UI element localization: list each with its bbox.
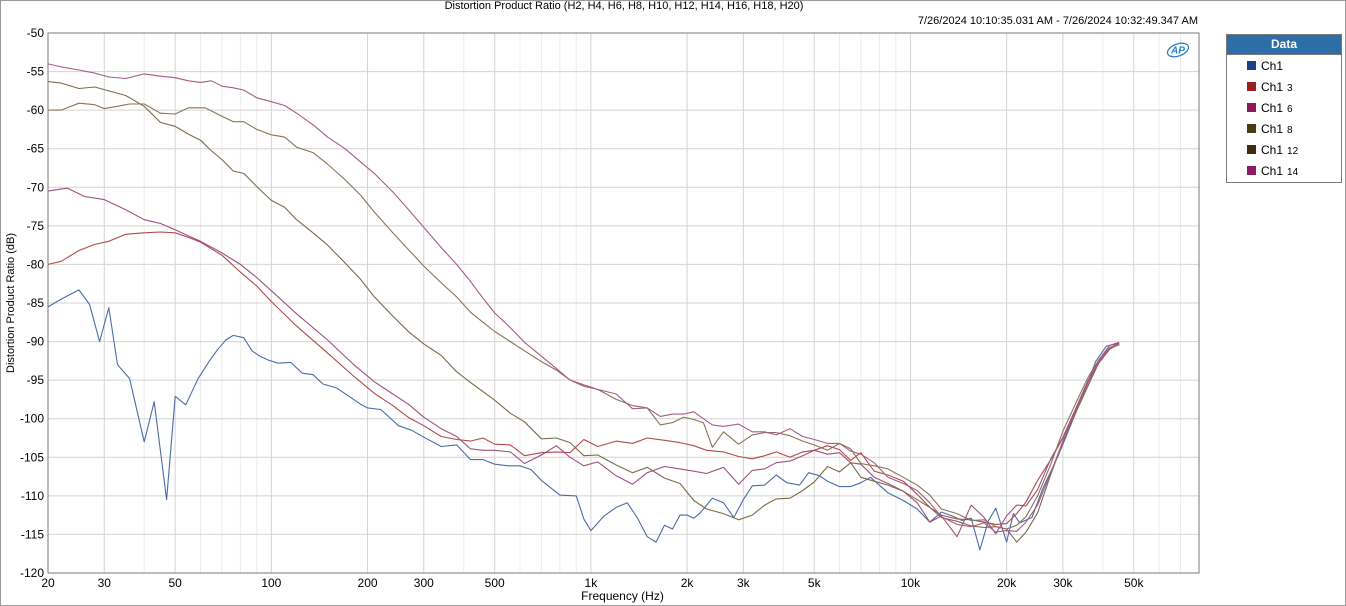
- tick-labels: 20 30 50 100 200 300 500 1k 2k 3k 5k 10k 20k 30k 50k -5…: [20, 26, 1144, 590]
- series-line-8: [47, 81, 1120, 543]
- x-tick-label: 20k: [997, 576, 1017, 590]
- legend-sublabel: 3: [1287, 83, 1293, 94]
- series-line-ch1: [47, 289, 1120, 551]
- legend-swatch: [1247, 166, 1256, 175]
- y-tick-label: -80: [27, 257, 45, 271]
- y-tick-label: -85: [27, 296, 45, 310]
- x-tick-label: 3k: [737, 576, 751, 590]
- legend-swatch: [1247, 82, 1256, 91]
- legend-item[interactable]: Ch1 8: [1227, 118, 1341, 139]
- legend-item[interactable]: Ch1: [1227, 55, 1341, 76]
- x-tick-label: 200: [358, 576, 378, 590]
- y-tick-label: -65: [27, 142, 45, 156]
- chart-title: Distortion Product Ratio (H2, H4, H6, H8…: [444, 0, 804, 12]
- legend-list: Ch1 Ch1 3 Ch1 6 Ch1 8 Ch1 12 Ch1 14: [1227, 55, 1341, 181]
- legend-item[interactable]: Ch1 6: [1227, 97, 1341, 118]
- series-line-6: [47, 187, 1120, 538]
- x-tick-label: 50: [168, 576, 182, 590]
- legend-label: Ch1: [1261, 142, 1284, 157]
- y-tick-label: -90: [27, 335, 45, 349]
- legend-swatch: [1247, 103, 1256, 112]
- series-line-3: [47, 231, 1120, 525]
- legend-item[interactable]: Ch1 12: [1227, 139, 1341, 160]
- timestamp: 7/26/2024 10:10:35.031 AM - 7/26/2024 10…: [917, 15, 1198, 27]
- y-tick-label: -120: [20, 566, 44, 580]
- legend-swatch: [1247, 124, 1256, 133]
- grid: [47, 32, 1200, 574]
- legend-label: Ch1: [1261, 163, 1284, 178]
- x-tick-label: 50k: [1124, 576, 1144, 590]
- y-tick-label: -60: [27, 103, 45, 117]
- legend-panel: Data Ch1 Ch1 3 Ch1 6 Ch1 8 Ch1 12 Ch1 14: [1226, 34, 1342, 183]
- x-tick-label: 10k: [901, 576, 921, 590]
- ap-logo-text: AP: [1170, 46, 1185, 57]
- series-group: [47, 63, 1120, 551]
- x-tick-label: 500: [485, 576, 505, 590]
- legend-item[interactable]: Ch1 3: [1227, 76, 1341, 97]
- x-tick-label: 20: [41, 576, 55, 590]
- y-tick-label: -55: [27, 65, 45, 79]
- x-tick-label: 2k: [681, 576, 695, 590]
- legend-item[interactable]: Ch1 14: [1227, 160, 1341, 181]
- legend-label: Ch1: [1261, 121, 1284, 136]
- legend-label: Ch1: [1261, 58, 1284, 73]
- legend-sublabel: 12: [1287, 146, 1299, 157]
- x-axis-label: Frequency (Hz): [581, 589, 664, 603]
- y-tick-label: -50: [27, 26, 45, 40]
- ap-logo-icon: AP: [1166, 40, 1190, 58]
- legend-header: Data: [1227, 35, 1341, 55]
- y-axis-label: Distortion Product Ratio (dB): [5, 233, 17, 373]
- legend-label: Ch1: [1261, 100, 1284, 115]
- plot-border: [47, 32, 1200, 574]
- x-tick-label: 30: [98, 576, 112, 590]
- x-tick-label: 1k: [585, 576, 599, 590]
- legend-sublabel: 14: [1287, 167, 1299, 178]
- y-tick-label: -95: [27, 373, 45, 387]
- y-tick-label: -75: [27, 219, 45, 233]
- x-tick-label: 30k: [1053, 576, 1073, 590]
- legend-label: Ch1: [1261, 79, 1284, 94]
- legend-swatch: [1247, 145, 1256, 154]
- y-tick-label: -70: [27, 180, 45, 194]
- series-line-12: [48, 102, 1120, 530]
- x-tick-label: 5k: [808, 576, 822, 590]
- series-line-14: [47, 63, 1120, 533]
- y-tick-label: -115: [21, 527, 44, 541]
- y-tick-label: -110: [21, 489, 44, 503]
- y-tick-label: -100: [20, 412, 44, 426]
- legend-swatch: [1247, 61, 1256, 70]
- x-tick-label: 100: [261, 576, 281, 590]
- y-tick-label: -105: [20, 450, 44, 464]
- legend-sublabel: 8: [1287, 125, 1293, 136]
- legend-sublabel: 6: [1287, 104, 1293, 115]
- x-tick-label: 300: [414, 576, 434, 590]
